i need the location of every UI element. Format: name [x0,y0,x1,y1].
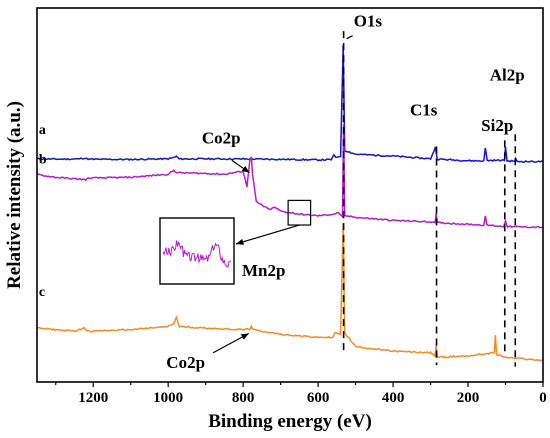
reference-lines [342,31,517,367]
series-line-b [36,124,544,229]
x-axis-title: Binding energy (eV) [208,411,372,432]
co2p-label-c: Co2p [166,353,205,372]
mn2p-inset [159,199,312,285]
x-tick-label: 600 [307,390,330,406]
x-tick-label: 1000 [153,390,183,406]
peak-label-o1s: O1s [354,11,383,30]
axes: 1200 1000 800 600 400 200 0 Binding energy (eV)… [4,7,547,432]
series-label-b: b [39,152,47,167]
x-tick-label: 1200 [78,390,108,406]
plot-lines [36,45,544,362]
plot-frame [36,7,544,383]
series-line-c [36,223,544,362]
inset-frame [159,217,235,285]
o1s-leader [346,35,353,40]
x-tick-label: 400 [382,390,405,406]
mn2p-arrow [235,224,300,245]
y-axis-title: Relative intensity (a.u.) [4,101,25,289]
co2p-label-b: Co2p [202,128,241,147]
x-tick-label: 200 [457,390,480,406]
co2p-arrow-b-head [241,165,250,173]
peak-label-c1s: C1s [410,101,438,120]
x-tick-label: 0 [539,390,547,406]
series-line-a [36,45,544,163]
inset-spectrum [162,240,232,268]
series-label-a: a [39,123,46,138]
mn2p-label: Mn2p [242,261,285,280]
co2p-arrow-c-head [240,333,249,340]
mn2p-arrow-head [236,238,244,245]
annotations: ab c O1s C1s Si2p Al2p Co2p Mn2p Co2p [39,11,525,372]
peak-label-si2p: Si2p [481,116,513,135]
x-tick-label: 800 [232,390,255,406]
series-label-c: c [39,285,45,300]
peak-label-al2p: Al2p [490,65,525,84]
